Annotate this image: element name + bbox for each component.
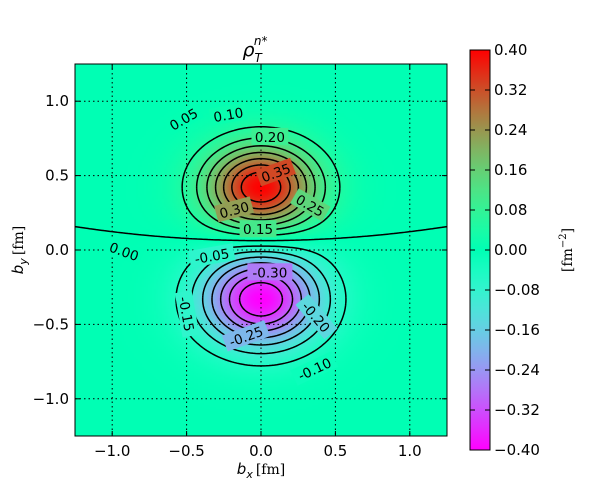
- y-tick-label: 0.0: [45, 241, 69, 259]
- colorbar-tick-label: 0.32: [494, 81, 527, 99]
- contour-label-text: 0.20: [255, 130, 285, 146]
- colorbar-tick-label: 0.24: [494, 121, 527, 139]
- contour-label: -0.30: [247, 263, 293, 281]
- contour-label: 0.20: [251, 127, 289, 146]
- contour-label-patch: [251, 127, 289, 145]
- contour-label: 0.30: [214, 196, 255, 223]
- contour-label: 0.10: [208, 102, 248, 126]
- x-axis-label-var: b: [237, 460, 247, 478]
- colorbar-label-exp: −2: [558, 233, 569, 248]
- plot-area: 0.350.30 0.250.200.150.100.050.00 -0.05-0.…: [33, 63, 448, 460]
- title-subscript: T: [255, 51, 264, 65]
- contour-label-patch: [104, 236, 145, 266]
- title-superscript: n*: [254, 34, 268, 48]
- title-base: ρ: [242, 39, 254, 61]
- y-axis-label-unit: [fm]: [11, 226, 27, 255]
- x-tick-label: 0.5: [323, 442, 347, 460]
- contour-label-text: -0.30: [252, 265, 287, 281]
- colorbar-tick-label: 0.00: [494, 241, 527, 259]
- contour-label-patch: [239, 220, 277, 238]
- contour-label-text: -0.05: [193, 246, 230, 268]
- contour-label-patch: [295, 293, 338, 340]
- colorbar-tick-label: −0.08: [494, 281, 540, 299]
- contour-label-patch: [188, 243, 236, 268]
- contour-label-patch: [290, 351, 339, 386]
- colorbar-label-close: ]: [560, 228, 576, 233]
- contour-label-text: -0.15: [175, 296, 197, 333]
- contour-line: [181, 126, 341, 237]
- y-axis-label: by [fm]: [9, 226, 30, 274]
- x-axis-ticks: −1.0 −0.5 0.0 0.5 1.0: [94, 64, 422, 460]
- contour-label: -0.15: [174, 290, 200, 338]
- contour-label-patch: [214, 196, 255, 223]
- contour-line: [75, 225, 447, 242]
- contour-label: 0.15: [239, 220, 277, 238]
- contour-label-text: 0.15: [243, 222, 273, 238]
- contour-label-patch: [290, 188, 331, 222]
- x-axis-label-unit: [fm]: [256, 462, 285, 478]
- y-tick-label: −1.0: [33, 390, 69, 408]
- colorbar-tick-label: −0.24: [494, 361, 540, 379]
- colorbar-tick-label: 0.08: [494, 201, 527, 219]
- colorbar-label-unit: [fm: [560, 248, 576, 272]
- contour-label-text: 0.30: [218, 199, 251, 222]
- colorbar-label: [fm−2]: [558, 228, 576, 272]
- contour-label-text: 0.10: [212, 105, 244, 126]
- contour-line: [238, 281, 284, 317]
- colorbar-tick-label: −0.16: [494, 321, 540, 339]
- x-tick-label: 1.0: [398, 442, 422, 460]
- colorbar-tick-label: 0.40: [494, 41, 527, 59]
- x-axis-label-sub: x: [245, 468, 253, 481]
- colorbar-tick-label: 0.16: [494, 161, 527, 179]
- contour-label-patch: [208, 102, 248, 126]
- contour-label-patch: [163, 102, 204, 136]
- contour-label-patch: [174, 290, 200, 338]
- contour-label-patch: [255, 157, 296, 187]
- y-axis-label-sub: y: [17, 258, 30, 266]
- contour-label-patch: [247, 263, 293, 281]
- colorbar-ticks: 0.40 0.32 0.24 0.16 0.08 0.00 −0.08 −0.16 −0.24 −…: [470, 41, 540, 459]
- y-axis-ticks: −1.0 −0.5 0.0 0.5 1.0: [33, 92, 447, 408]
- x-tick-label: 0.0: [249, 442, 273, 460]
- colorbar: 0.40 0.32 0.24 0.16 0.08 0.00 −0.08 −0.16 −0.24 −…: [469, 41, 576, 459]
- y-tick-label: −0.5: [33, 315, 69, 333]
- colorbar-tick-label: −0.32: [494, 401, 540, 419]
- y-tick-label: 1.0: [45, 92, 69, 110]
- colorbar-tick-label: −0.40: [494, 441, 540, 459]
- contour-label: -0.05: [188, 243, 236, 268]
- y-tick-label: 0.5: [45, 167, 69, 185]
- x-axis-label: bx [fm]: [237, 460, 285, 481]
- x-tick-label: −0.5: [168, 442, 204, 460]
- chart-title: ρTn*: [242, 34, 267, 65]
- y-axis-label-var: b: [9, 265, 27, 275]
- x-tick-label: −1.0: [94, 442, 130, 460]
- contour-label-patch: [221, 320, 270, 352]
- contour-labels: 0.350.30 0.250.200.150.100.050.00 -0.05-0.…: [104, 102, 339, 386]
